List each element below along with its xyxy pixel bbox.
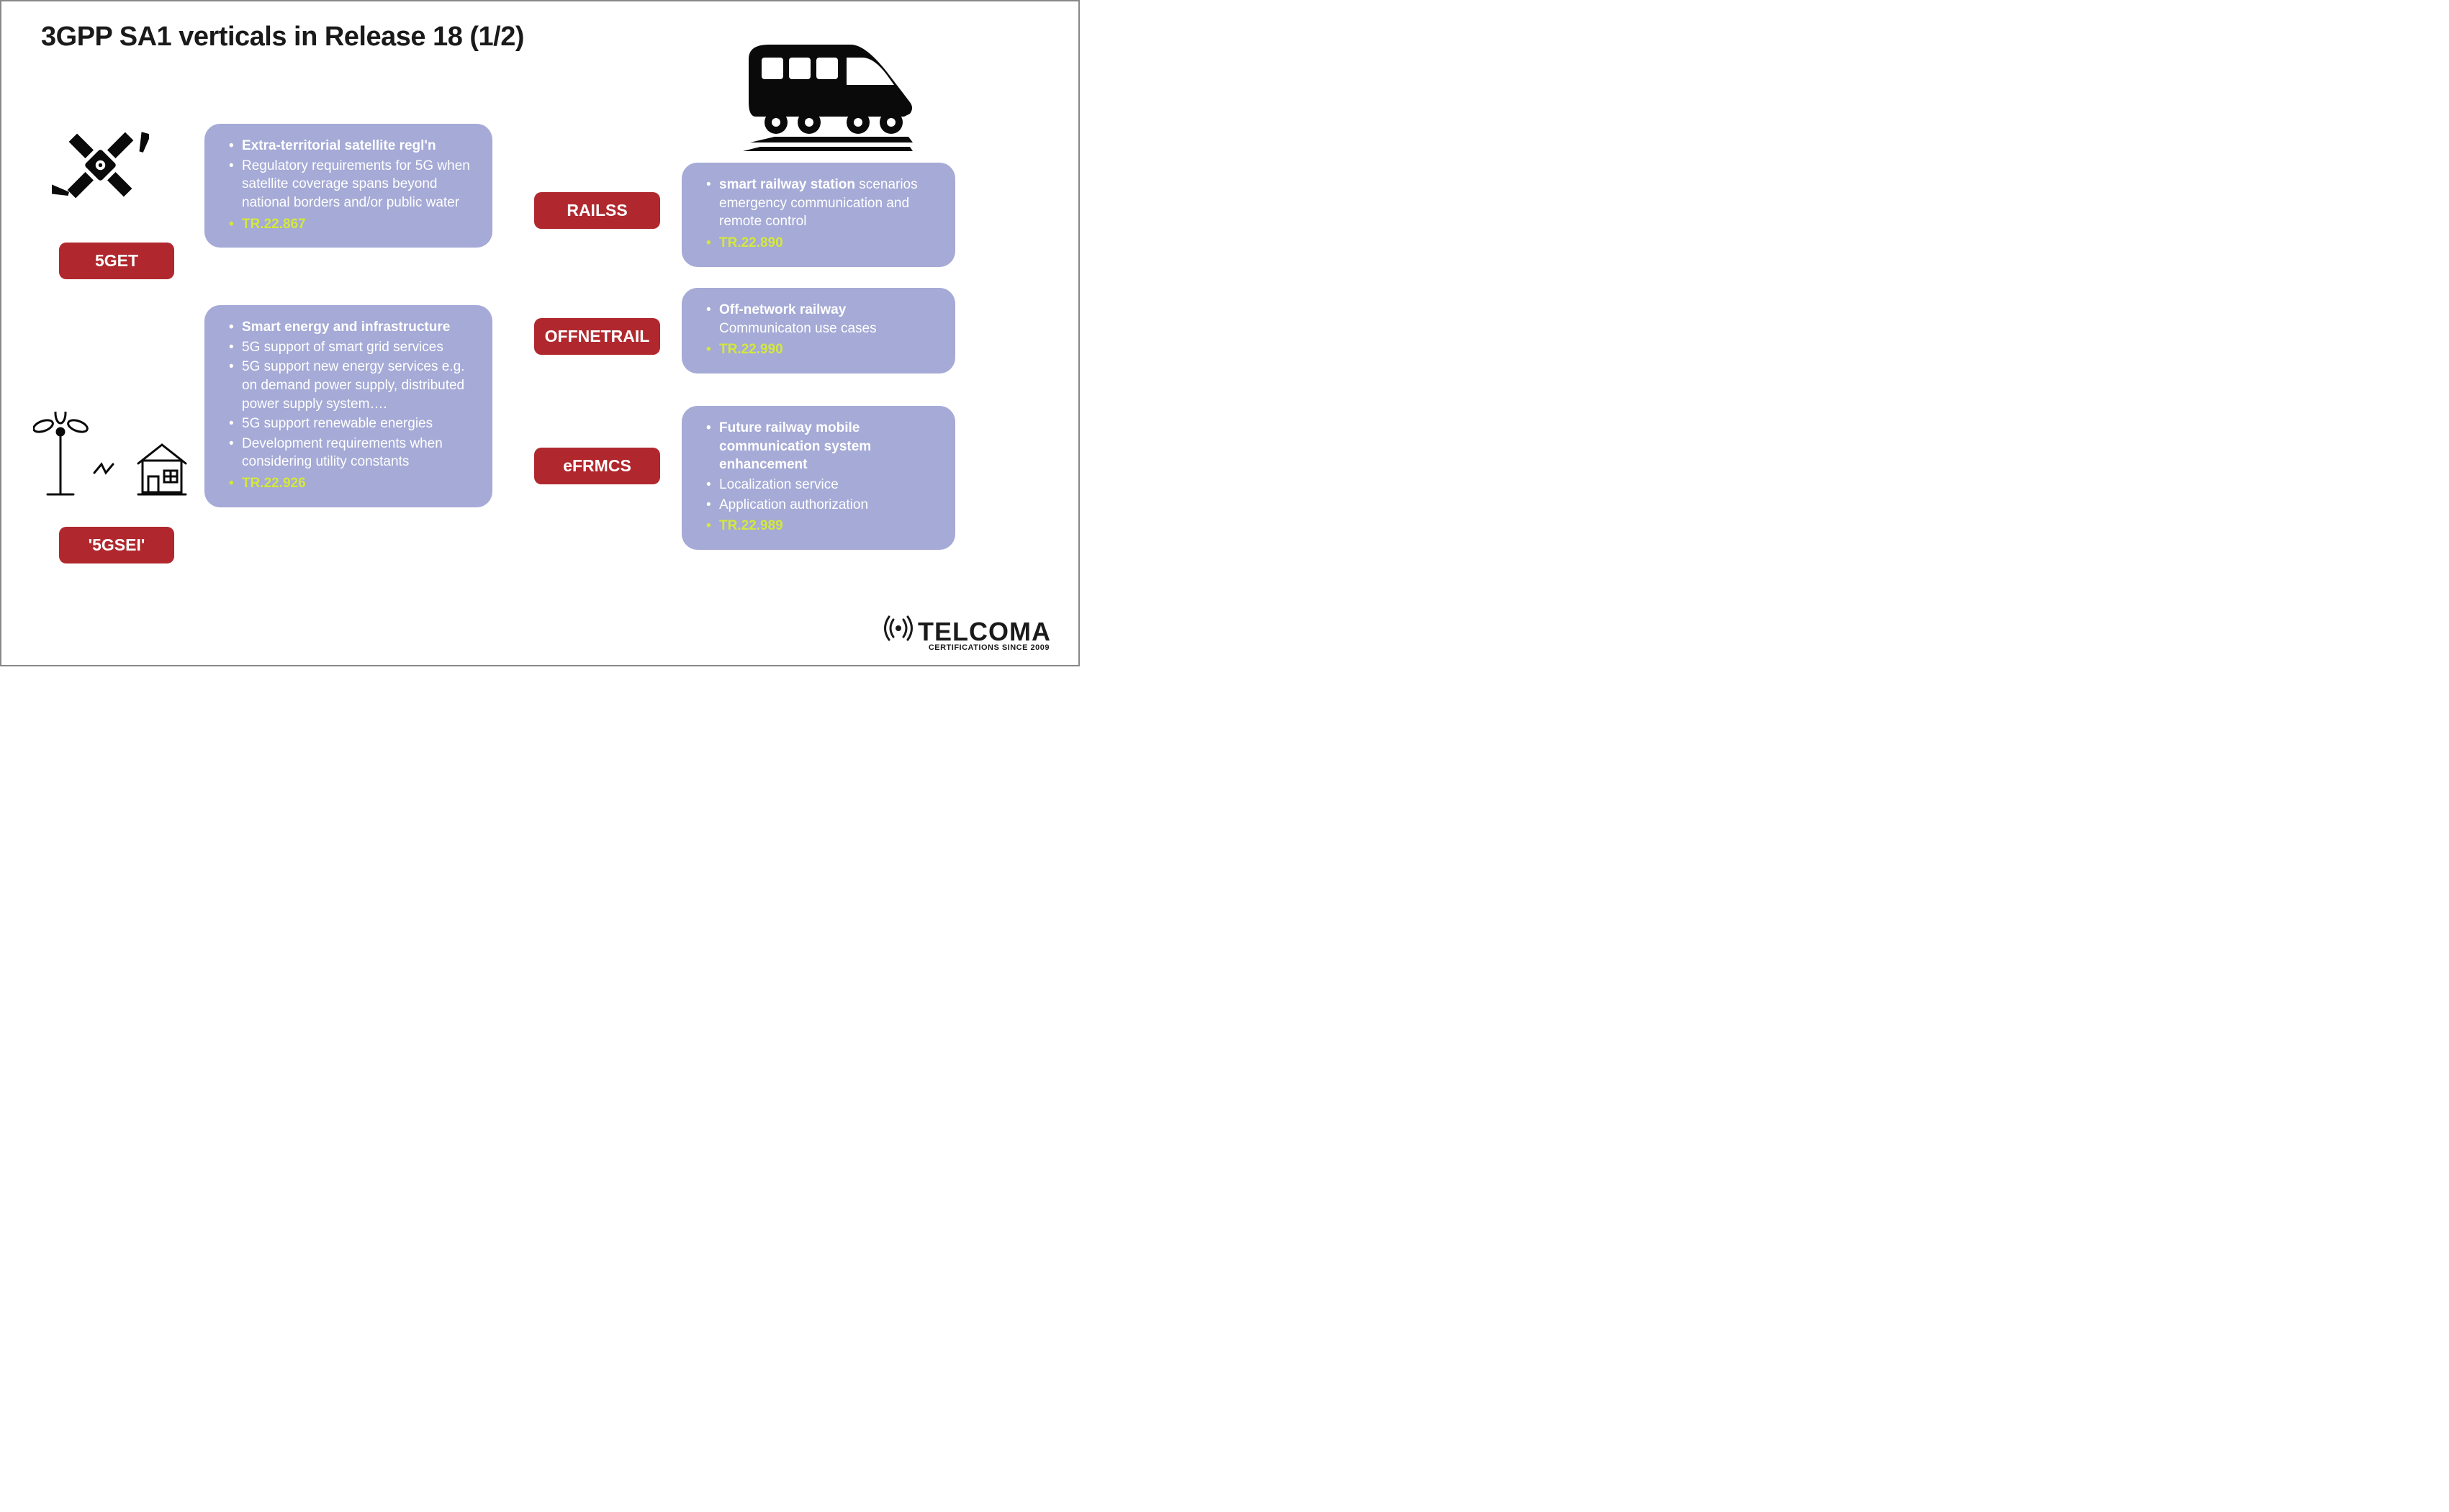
badge-efrmcs: eFRMCS bbox=[534, 448, 660, 484]
info-item: TR.22.867 bbox=[229, 215, 477, 234]
info-box-5get: Extra-territorial satellite regl'n Regula… bbox=[204, 124, 492, 248]
badge-5gsei: '5GSEI' bbox=[59, 527, 174, 563]
info-box-offnetrail: Off-network railway Communicaton use cas… bbox=[682, 288, 955, 374]
info-item: 5G support of smart grid services bbox=[229, 338, 477, 357]
telcoma-logo: TELCOMA CERTIFICATIONS SINCE 2009 bbox=[880, 615, 1051, 652]
info-item: TR.22.890 bbox=[706, 234, 939, 253]
badge-offnetrail: OFFNETRAIL bbox=[534, 318, 660, 355]
info-item: Smart energy and infrastructure bbox=[229, 318, 477, 337]
logo-text: TELCOMA bbox=[918, 617, 1051, 647]
badge-5get: 5GET bbox=[59, 243, 174, 279]
badge-railss: RAILSS bbox=[534, 192, 660, 229]
info-item: Development requirements when considerin… bbox=[229, 435, 477, 471]
satellite-icon bbox=[52, 117, 149, 214]
info-item: smart railway station scenarios emergenc… bbox=[706, 176, 939, 231]
smart-grid-icon bbox=[33, 412, 191, 505]
info-box-5gsei: Smart energy and infrastructure5G suppor… bbox=[204, 305, 492, 507]
info-item: Regulatory requirements for 5G when sate… bbox=[229, 157, 477, 212]
info-item: TR.22.926 bbox=[229, 474, 477, 493]
info-item: Extra-territorial satellite regl'n bbox=[229, 137, 477, 155]
info-item: 5G support new energy services e.g. on d… bbox=[229, 358, 477, 413]
info-item: Application authorization bbox=[706, 496, 939, 515]
info-item: Localization service bbox=[706, 476, 939, 494]
page-title: 3GPP SA1 verticals in Release 18 (1/2) bbox=[41, 22, 524, 53]
signal-waves-icon bbox=[880, 615, 916, 648]
info-box-railss: smart railway station scenarios emergenc… bbox=[682, 163, 955, 267]
info-item: TR.22.990 bbox=[706, 340, 939, 359]
info-item: 5G support renewable energies bbox=[229, 415, 477, 433]
info-item: Off-network railway Communicaton use cas… bbox=[706, 301, 939, 338]
info-item: Future railway mobile communication syst… bbox=[706, 419, 939, 474]
info-item: TR.22.989 bbox=[706, 517, 939, 535]
train-icon bbox=[743, 30, 916, 153]
info-box-efrmcs: Future railway mobile communication syst… bbox=[682, 406, 955, 550]
